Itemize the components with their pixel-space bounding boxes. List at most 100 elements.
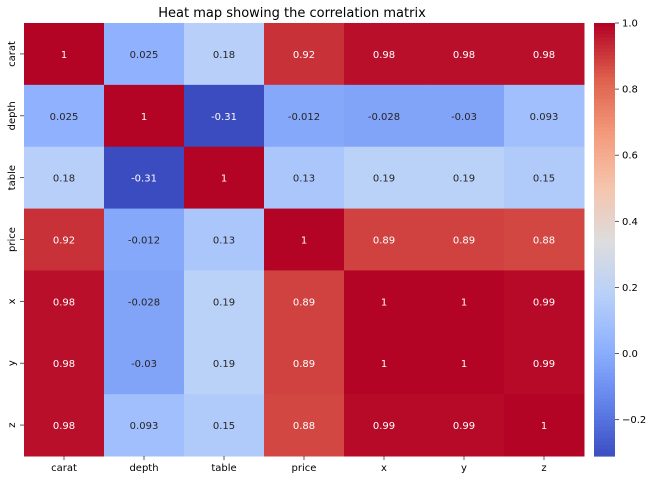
colorbar-segment xyxy=(594,149,615,154)
heatmap-cell xyxy=(264,394,345,457)
colorbar-segment xyxy=(594,326,615,331)
colorbar-segment xyxy=(594,373,615,378)
heatmap-cell xyxy=(504,23,585,86)
colorbar-segment xyxy=(594,105,615,111)
colorbar-segment xyxy=(594,102,615,107)
colorbar-segment xyxy=(594,239,615,244)
heatmap-cell xyxy=(104,84,185,148)
colorbar-segment xyxy=(594,430,615,435)
cell-value-label: 0.92 xyxy=(53,236,75,247)
colorbar-segment xyxy=(594,304,615,309)
y-tick-label: depth xyxy=(7,101,18,130)
colorbar-segment xyxy=(594,336,615,342)
colorbar-segment xyxy=(594,95,615,100)
heatmap-cells: 1 0.025 0.18 0.92 0.98 0.98 0.98 0.025 1 -0.31 -0.… xyxy=(24,23,585,457)
colorbar-segment xyxy=(594,362,615,367)
heatmap-cell xyxy=(24,394,105,457)
cell-value-label: 0.88 xyxy=(533,236,555,247)
colorbar-segment xyxy=(594,365,615,370)
colorbar-segment xyxy=(594,419,615,425)
colorbar-segment xyxy=(594,405,615,410)
colorbar-segment xyxy=(594,131,615,136)
cell-value-label: 0.19 xyxy=(213,359,235,370)
cell-value-label: -0.028 xyxy=(128,297,160,308)
heatmap-cell xyxy=(344,394,425,457)
cell-value-label: 0.18 xyxy=(53,174,75,185)
x-tick-label: price xyxy=(292,463,317,474)
colorbar-segment xyxy=(594,437,615,443)
heatmap-cell xyxy=(344,208,425,271)
colorbar-segment xyxy=(594,221,615,226)
heatmap-cell xyxy=(184,394,265,457)
y-tick-label: x xyxy=(7,298,18,304)
colorbar-segment xyxy=(594,210,615,215)
cell-value-label: -0.012 xyxy=(288,112,320,123)
colorbar-segment xyxy=(594,167,615,172)
colorbar-segment xyxy=(594,308,615,313)
cell-value-label: 0.99 xyxy=(533,297,555,308)
heatmap-cell xyxy=(344,84,425,148)
cell-value-label: 0.093 xyxy=(130,421,159,432)
cell-value-label: 1 xyxy=(301,236,307,247)
heatmap-cell xyxy=(184,208,265,271)
cell-value-label: 0.98 xyxy=(373,50,395,61)
colorbar-segment xyxy=(594,26,615,31)
heatmap-cell xyxy=(264,270,345,333)
cell-value-label: 1 xyxy=(221,174,227,185)
colorbar-segment xyxy=(594,120,615,125)
colorbar-segment xyxy=(594,434,615,439)
colorbar-segment xyxy=(594,232,615,237)
colorbar-segment xyxy=(594,66,615,71)
colorbar-segment xyxy=(594,243,615,248)
colorbar-segment xyxy=(594,217,615,223)
cell-value-label: 0.89 xyxy=(453,236,475,247)
colorbar: −0.2 0.0 0.2 0.4 0.6 0.8 1.0 xyxy=(594,19,646,457)
colorbar-segment xyxy=(594,315,615,320)
x-tick-label: carat xyxy=(51,463,77,474)
colorbar-segment xyxy=(594,282,615,288)
heatmap-cell xyxy=(264,84,345,148)
cell-value-label: 0.99 xyxy=(533,359,555,370)
colorbar-segment xyxy=(594,113,615,118)
x-tick-label: table xyxy=(211,463,236,474)
colorbar-segment xyxy=(594,369,615,374)
heatmap-cell xyxy=(424,270,505,333)
colorbar-segment xyxy=(594,163,615,168)
heatmap-cell xyxy=(184,332,265,395)
cell-value-label: 0.19 xyxy=(453,174,475,185)
heatmap-cell xyxy=(104,23,185,86)
heatmap-cell xyxy=(24,208,105,271)
colorbar-segment xyxy=(594,185,615,190)
colorbar-segment xyxy=(594,387,615,392)
colorbar-segment xyxy=(594,214,615,219)
colorbar-segment xyxy=(594,318,615,324)
colorbar-segment xyxy=(594,246,615,251)
colorbar-segment xyxy=(594,380,615,385)
colorbar-segment xyxy=(594,188,615,194)
colorbar-segment xyxy=(594,124,615,129)
heatmap-cell xyxy=(504,394,585,457)
cell-value-label: 0.88 xyxy=(293,421,315,432)
colorbar-segment xyxy=(594,174,615,179)
cell-value-label: 1 xyxy=(541,421,547,432)
colorbar-segment xyxy=(594,44,615,49)
cell-value-label: -0.31 xyxy=(211,112,237,123)
colorbar-segment xyxy=(594,30,615,35)
colorbar-tick-label: 0.6 xyxy=(622,151,638,162)
heatmap-cell xyxy=(344,23,425,86)
x-tick-label: x xyxy=(381,463,387,474)
cell-value-label: 1 xyxy=(61,50,67,61)
colorbar-segment xyxy=(594,264,615,269)
colorbar-segment xyxy=(594,199,615,205)
colorbar-segment xyxy=(594,347,615,352)
heatmap-cell xyxy=(344,332,425,395)
colorbar-segment xyxy=(594,297,615,302)
colorbar-segment xyxy=(594,37,615,42)
colorbar-tick-label: 1.0 xyxy=(622,19,638,30)
heatmap-cell xyxy=(184,270,265,333)
y-axis: carat depth table price x y z xyxy=(7,41,24,428)
colorbar-segment xyxy=(594,91,615,96)
colorbar-segment xyxy=(594,416,615,421)
cell-value-label: 0.18 xyxy=(213,50,235,61)
